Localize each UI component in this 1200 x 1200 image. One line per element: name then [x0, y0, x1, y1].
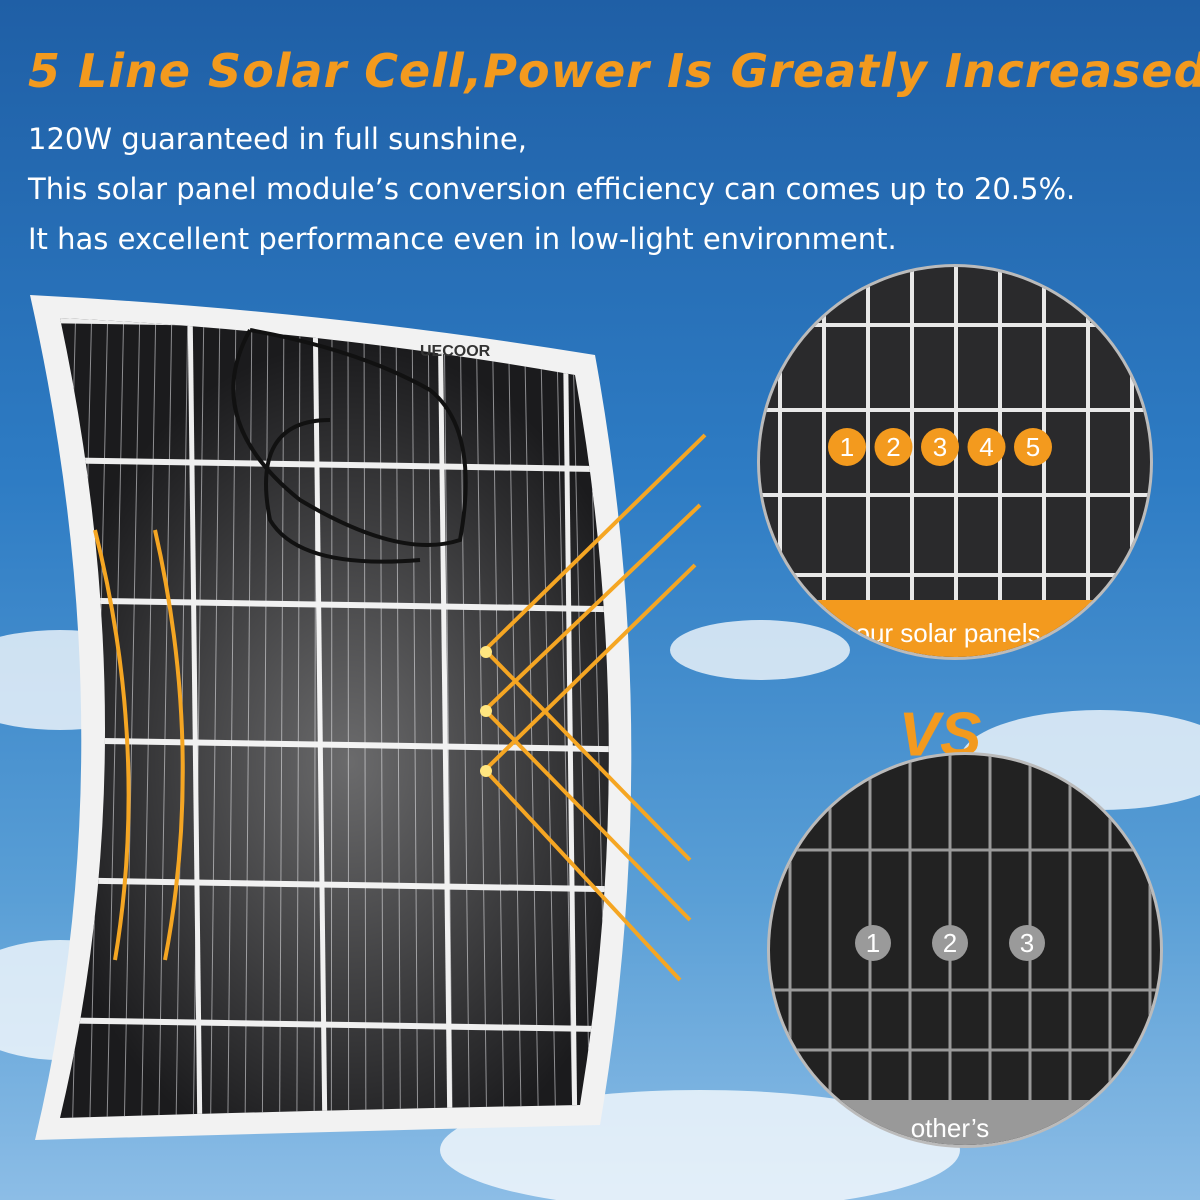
cell-line	[636, 300, 660, 1140]
marker-number: 3	[933, 432, 947, 462]
cable	[231, 328, 468, 564]
title: 5 Line Solar Cell,Power Is Greatly Incre…	[28, 44, 1200, 98]
marker-number: 5	[1026, 432, 1040, 462]
marker-number: 2	[886, 432, 900, 462]
ours-label: our solar panels	[856, 618, 1041, 648]
marker-dot	[921, 428, 959, 466]
description-line: It has excellent performance even in low…	[28, 222, 897, 256]
marker-dot	[932, 925, 968, 961]
panel-cells	[60, 300, 660, 1140]
description-line: 120W guaranteed in full sunshine,	[28, 122, 527, 156]
sparks	[480, 646, 492, 777]
marker-number: 3	[1020, 928, 1034, 958]
brand: UECOOR	[420, 343, 491, 360]
marker-dot	[1014, 428, 1052, 466]
marker-dot	[967, 428, 1006, 466]
marker-dot	[1009, 925, 1045, 961]
marker-dot	[828, 428, 866, 466]
others-label: other’s	[911, 1113, 990, 1143]
marker-number: 4	[979, 432, 993, 462]
marker-number: 1	[840, 432, 854, 462]
description-line: This solar panel module’s conversion eff…	[28, 172, 1076, 206]
marker-number: 2	[943, 928, 957, 958]
marker-dot	[855, 925, 891, 961]
marker-dot	[874, 428, 913, 466]
marker-number: 1	[866, 928, 880, 958]
